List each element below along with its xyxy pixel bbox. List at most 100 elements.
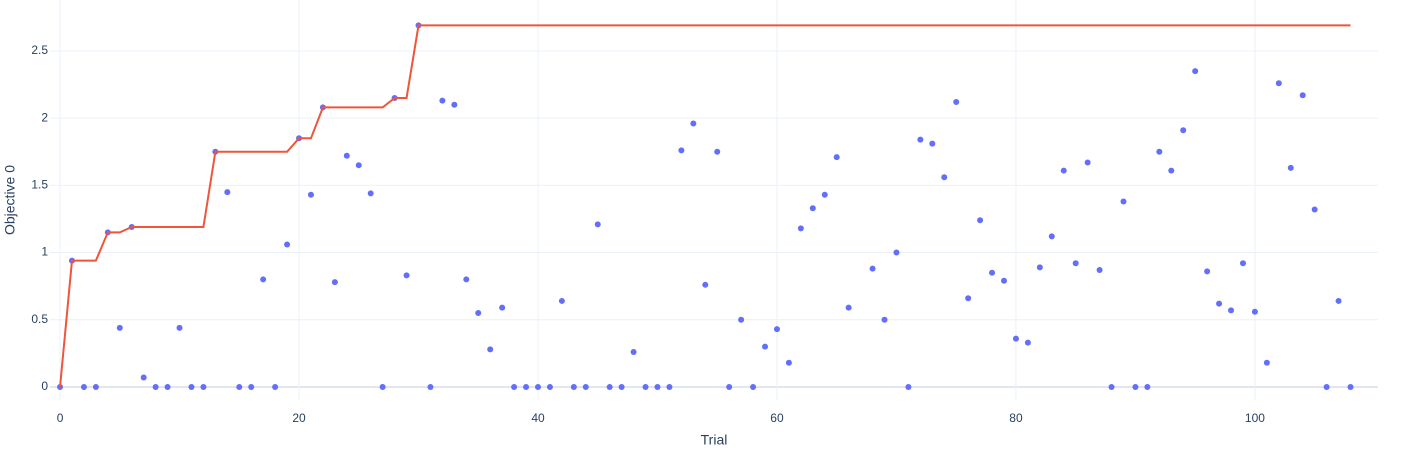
trial-point [1299, 92, 1306, 99]
x-tick-label: 0 [57, 411, 64, 425]
trial-point [1156, 148, 1163, 155]
x-tick-label: 40 [531, 411, 545, 425]
trial-point [343, 152, 350, 159]
trial-point [606, 383, 613, 390]
trial-point [188, 383, 195, 390]
trial-point [845, 304, 852, 311]
trial-point [116, 324, 123, 331]
trial-point [451, 101, 458, 108]
trial-point [224, 189, 231, 196]
trial-point [618, 383, 625, 390]
trial-point [1060, 167, 1067, 174]
trial-point [236, 383, 243, 390]
trial-point [1024, 339, 1031, 346]
trial-point [1251, 308, 1258, 315]
trial-point [152, 383, 159, 390]
trial-point [1275, 80, 1282, 87]
trial-point [869, 265, 876, 272]
trial-point [92, 383, 99, 390]
trial-point [1204, 268, 1211, 275]
trial-point [893, 249, 900, 256]
trial-point [439, 97, 446, 104]
trial-point [953, 99, 960, 106]
trial-point [690, 120, 697, 127]
trial-point [809, 205, 816, 212]
trial-point [797, 225, 804, 232]
trial-point [463, 276, 470, 283]
trial-point [630, 349, 637, 356]
trial-point [570, 383, 577, 390]
trial-point [785, 359, 792, 366]
trial-point [1084, 159, 1091, 166]
trial-point [654, 383, 661, 390]
y-tick-label: 2 [41, 110, 48, 124]
trial-point [164, 383, 171, 390]
x-tick-label: 80 [1009, 411, 1023, 425]
trial-point [475, 310, 482, 317]
trial-point [929, 140, 936, 147]
trial-point [534, 383, 541, 390]
trial-point [1000, 277, 1007, 284]
trial-point [1323, 383, 1330, 390]
trial-point [546, 383, 553, 390]
y-tick-label: 1 [41, 245, 48, 259]
trial-point [499, 304, 506, 311]
trial-point [260, 276, 267, 283]
trial-point [427, 383, 434, 390]
trial-point [176, 324, 183, 331]
trial-point [307, 191, 314, 198]
trial-point [1347, 383, 1354, 390]
trial-point [1012, 335, 1019, 342]
trial-point [80, 383, 87, 390]
trial-point [1120, 198, 1127, 205]
trial-point [1287, 164, 1294, 171]
trial-point [1192, 68, 1199, 75]
trial-point [1048, 233, 1055, 240]
trial-point [666, 383, 673, 390]
trial-point [1239, 260, 1246, 267]
trial-point [726, 383, 733, 390]
trial-point [1108, 383, 1115, 390]
x-tick-label: 20 [292, 411, 306, 425]
trial-point [331, 279, 338, 286]
trial-point [272, 383, 279, 390]
trial-point [1036, 264, 1043, 271]
trial-point [487, 346, 494, 353]
trial-point [403, 272, 410, 279]
trial-point [881, 316, 888, 323]
trial-point [1096, 267, 1103, 274]
x-tick-label: 60 [770, 411, 784, 425]
trial-point [917, 136, 924, 143]
trial-point [1263, 359, 1270, 366]
trial-point [367, 190, 374, 197]
trial-point [511, 383, 518, 390]
trial-point [1144, 383, 1151, 390]
trial-point [833, 154, 840, 161]
x-tick-label: 100 [1245, 411, 1265, 425]
y-tick-label: 2.5 [31, 43, 48, 57]
trial-point [200, 383, 207, 390]
trial-point [1216, 300, 1223, 307]
trial-point [140, 374, 147, 381]
trial-point [762, 343, 769, 350]
y-axis-title: Objective 0 [2, 165, 18, 235]
trial-point [558, 297, 565, 304]
trial-point [977, 217, 984, 224]
y-tick-label: 0.5 [31, 312, 48, 326]
y-tick-label: 1.5 [31, 178, 48, 192]
trial-point [702, 281, 709, 288]
trial-point [905, 383, 912, 390]
trial-point [941, 174, 948, 181]
trial-point [989, 269, 996, 276]
trial-point [582, 383, 589, 390]
trial-point [1311, 206, 1318, 213]
trial-point [1168, 167, 1175, 174]
trial-point [248, 383, 255, 390]
trial-point [642, 383, 649, 390]
trial-point [714, 148, 721, 155]
trial-point [594, 221, 601, 228]
trial-point [355, 162, 362, 169]
trial-point [965, 295, 972, 302]
trial-point [1072, 260, 1079, 267]
